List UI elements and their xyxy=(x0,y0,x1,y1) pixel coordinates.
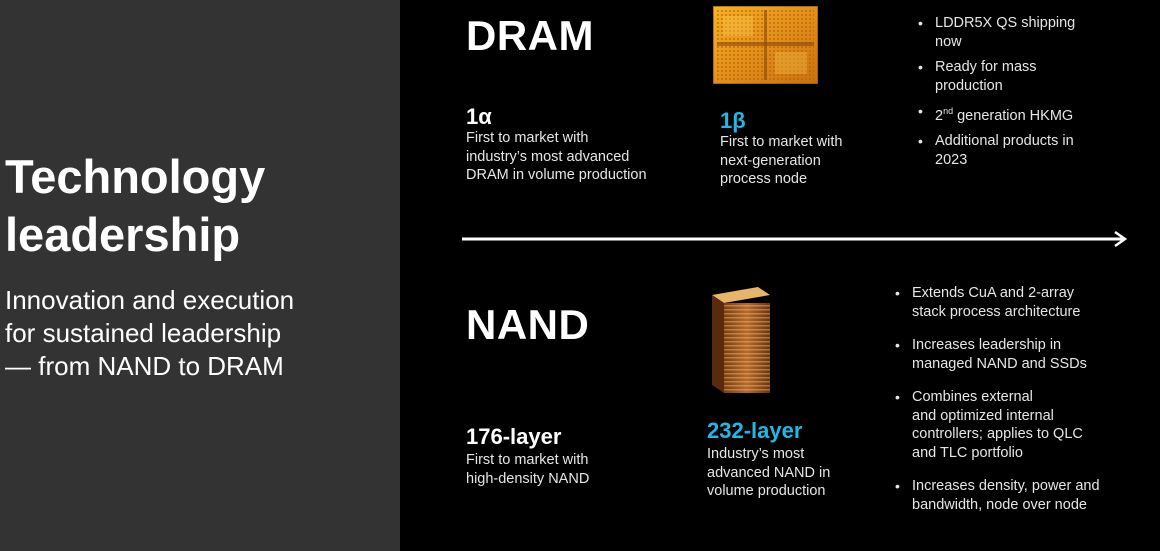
bullet-icon: • xyxy=(918,59,923,75)
list-item: • Combines external and optimized intern… xyxy=(892,388,1152,462)
page-subtitle-line: Innovation and execution xyxy=(5,285,295,315)
superscript: nd xyxy=(943,106,954,116)
nand-bullet-list: • Extends CuA and 2-array stack process … xyxy=(892,284,1152,514)
dram-node-2-desc: First to market with next-generation pro… xyxy=(720,133,842,189)
desc-line: advanced NAND in xyxy=(707,464,831,481)
bullet-line: stack process architecture xyxy=(912,303,1081,320)
dram-bullet-list: • LDDR5X QS shipping now • Ready for mas… xyxy=(915,14,1145,169)
dram-die-icon xyxy=(713,6,818,84)
bullet-line: LDDR5X QS shipping xyxy=(935,15,1076,31)
desc-line: process node xyxy=(720,171,808,187)
bullet-text: generation HKMG xyxy=(953,107,1074,124)
desc-line: First to market with xyxy=(466,130,589,146)
desc-line: industry’s most advanced xyxy=(466,148,630,165)
page-subtitle: Innovation and execution for sustained l… xyxy=(5,284,294,383)
bullet-line: bandwidth, node over node xyxy=(912,496,1087,513)
dram-node-1-desc: First to market with industry’s most adv… xyxy=(466,129,647,185)
bullet-icon: • xyxy=(918,15,923,31)
desc-line: DRAM in volume production xyxy=(466,167,647,183)
bullet-text: 2 xyxy=(935,107,944,124)
list-item: • Extends CuA and 2-array stack process … xyxy=(892,284,1152,321)
bullet-line: Increases leadership in xyxy=(912,337,1062,353)
page-title-line: leadership xyxy=(5,208,241,261)
bullet-line: managed NAND and SSDs xyxy=(912,355,1087,372)
bullet-line: Extends CuA and 2-array xyxy=(912,285,1075,301)
desc-line: First to market with xyxy=(720,134,843,150)
bullet-icon: • xyxy=(895,285,900,301)
nand-node-1-desc: First to market with high-density NAND xyxy=(466,451,589,488)
list-item: • Ready for mass production xyxy=(915,58,1145,95)
bullet-icon: • xyxy=(918,133,923,150)
bullet-line: Combines external xyxy=(912,389,1033,405)
bullet-line: Additional products in xyxy=(935,133,1074,150)
bullet-line: and TLC portfolio xyxy=(912,444,1023,461)
page-title: Technology leadership xyxy=(5,148,265,264)
bullet-line: 2023 xyxy=(935,151,968,168)
left-panel: Technology leadership Innovation and exe… xyxy=(0,0,400,551)
page-subtitle-line: for sustained leadership xyxy=(5,318,282,348)
list-item: • Additional products in 2023 xyxy=(915,132,1145,169)
bullet-line: Increases density, power and xyxy=(912,478,1100,494)
dram-node-1-label: 1α xyxy=(466,104,492,129)
bullet-line: production xyxy=(935,77,1003,94)
dram-node-2-label: 1β xyxy=(720,108,746,133)
list-item: • Increases density, power and bandwidth… xyxy=(892,477,1152,514)
bullet-icon: • xyxy=(895,389,900,405)
list-item: • 2nd generation HKMG xyxy=(915,102,1145,125)
bullet-line: now xyxy=(935,33,962,50)
desc-line: Industry’s most xyxy=(707,446,805,462)
desc-line: volume production xyxy=(707,483,826,499)
nand-node-2-desc: Industry’s most advanced NAND in volume … xyxy=(707,445,830,501)
nand-node-2-label: 232-layer xyxy=(707,418,803,443)
page-title-line: Technology xyxy=(5,150,266,203)
bullet-line: and optimized internal xyxy=(912,407,1054,424)
page-subtitle-line: — from NAND to DRAM xyxy=(5,351,284,381)
dram-section-title: DRAM xyxy=(466,12,594,59)
bullet-icon: • xyxy=(895,337,900,353)
nand-section-title: NAND xyxy=(466,301,590,348)
list-item: • Increases leadership in managed NAND a… xyxy=(892,336,1152,373)
nand-stack-icon xyxy=(712,287,770,393)
arrow-right-icon xyxy=(462,230,1128,248)
bullet-icon: • xyxy=(895,478,900,494)
bullet-line: controllers; applies to QLC xyxy=(912,426,1083,442)
nand-node-1-label: 176-layer xyxy=(466,424,562,449)
bullet-icon: • xyxy=(918,103,923,119)
list-item: • LDDR5X QS shipping now xyxy=(915,14,1145,51)
desc-line: next-generation xyxy=(720,152,821,169)
desc-line: high-density NAND xyxy=(466,470,590,487)
bullet-line: Ready for mass xyxy=(935,59,1037,75)
bullet-line: 2nd generation HKMG xyxy=(935,102,1145,125)
desc-line: First to market with xyxy=(466,452,589,468)
